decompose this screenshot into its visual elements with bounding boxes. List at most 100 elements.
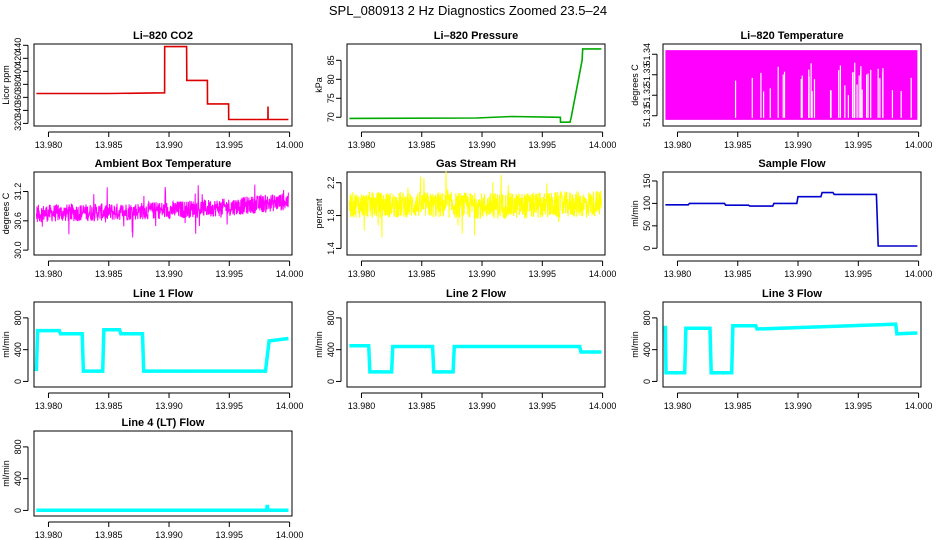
y-tick-label: 320 — [13, 116, 23, 131]
panel-title: Line 1 Flow — [133, 288, 193, 300]
plot-frame — [346, 171, 606, 256]
y-tick-label: 70 — [326, 112, 336, 122]
y-tick-label: 50 — [642, 221, 652, 231]
series-line — [35, 184, 289, 238]
series-line — [36, 45, 289, 121]
series-group — [34, 327, 289, 374]
plot-frame — [33, 430, 293, 517]
series-noise — [665, 323, 918, 375]
x-tick-label: 13.990 — [155, 269, 183, 279]
x-tick-label: 14.000 — [589, 401, 617, 411]
y-tick-label: 1.8 — [326, 209, 336, 222]
x-tick-label: 13.985 — [408, 269, 436, 279]
figure-title: SPL_080913 2 Hz Diagnostics Zoomed 23.5–… — [329, 3, 607, 18]
x-tick-label: 13.980 — [35, 269, 63, 279]
series-group — [36, 504, 289, 512]
series-group — [665, 50, 918, 120]
x-tick-label: 13.980 — [664, 140, 692, 150]
y-tick-label: 75 — [326, 93, 336, 103]
y-tick-label: 51.34 — [642, 43, 652, 66]
y-tick-label: 2.2 — [326, 176, 336, 189]
y-axis-label: degrees C — [1, 192, 11, 234]
series-noise — [37, 327, 289, 374]
panel-10: Line 4 (LT) Flow 13.980 13.985 13.990 13.995… — [1, 417, 303, 540]
y-axis-label: ml/min — [1, 460, 11, 487]
panel-7: Line 1 Flow 13.980 13.985 13.990 13.995 14.00… — [1, 288, 303, 411]
y-tick-label: 31.2 — [13, 183, 23, 201]
x-tick-label: 14.000 — [276, 401, 304, 411]
x-tick-label: 13.980 — [664, 401, 692, 411]
y-axis-label: Licor ppm — [1, 65, 11, 105]
x-tick-label: 13.980 — [348, 269, 376, 279]
panel-5: Gas Stream RH 13.980 13.985 13.990 13.995 14.… — [314, 158, 616, 279]
x-tick-label: 13.985 — [408, 140, 436, 150]
x-tick-label: 13.985 — [724, 401, 752, 411]
panel-title: Ambient Box Temperature — [95, 158, 232, 170]
x-tick-label: 14.000 — [905, 140, 933, 150]
plot-frame — [662, 301, 922, 388]
x-tick-label: 13.995 — [845, 269, 873, 279]
series-line — [349, 48, 602, 123]
y-tick-label: 51.31 — [642, 104, 652, 127]
plot-frame — [33, 43, 293, 127]
x-tick-label: 13.985 — [95, 140, 123, 150]
x-tick-label: 13.995 — [529, 269, 557, 279]
panel-title: Gas Stream RH — [436, 158, 516, 170]
x-tick-label: 13.995 — [845, 140, 873, 150]
x-tick-label: 13.980 — [35, 140, 63, 150]
y-tick-label: 800 — [326, 310, 336, 325]
y-tick-label: 0 — [13, 379, 23, 384]
panel-title: Line 4 (LT) Flow — [122, 417, 205, 429]
x-tick-label: 13.980 — [664, 269, 692, 279]
series-line — [349, 343, 602, 374]
panel-9: Line 3 Flow 13.980 13.985 13.990 13.995 14.00… — [630, 288, 932, 411]
panel-4: Ambient Box Temperature 13.980 13.985 13.99… — [1, 158, 303, 279]
x-tick-label: 13.990 — [468, 140, 496, 150]
x-tick-label: 13.995 — [216, 401, 244, 411]
x-tick-label: 13.985 — [95, 269, 123, 279]
y-tick-label: 400 — [13, 342, 23, 357]
panel-6: Sample Flow 13.980 13.985 13.990 13.995 14.00… — [630, 158, 932, 279]
series-group — [349, 343, 602, 375]
panel-1: Li–820 CO2 13.980 13.985 13.990 13.995 14.000… — [1, 30, 303, 150]
y-tick-label: 30.6 — [13, 212, 23, 230]
panel-title: Sample Flow — [758, 158, 826, 170]
series-group — [35, 184, 289, 238]
x-tick-label: 13.990 — [784, 140, 812, 150]
series-group — [348, 171, 602, 238]
y-tick-label: 440 — [13, 38, 23, 53]
panel-title: Li–820 Temperature — [740, 30, 843, 42]
x-tick-label: 13.980 — [35, 401, 63, 411]
panel-title: Line 3 Flow — [762, 288, 822, 300]
x-tick-label: 13.990 — [155, 140, 183, 150]
x-tick-label: 13.990 — [468, 401, 496, 411]
series-group — [665, 191, 918, 247]
series-line — [663, 322, 918, 375]
y-tick-label: 1.4 — [326, 242, 336, 255]
x-tick-label: 14.000 — [276, 140, 304, 150]
y-tick-label: 400 — [13, 64, 23, 79]
x-tick-label: 13.980 — [35, 530, 63, 540]
x-tick-label: 14.000 — [276, 530, 304, 540]
x-tick-label: 13.990 — [155, 401, 183, 411]
plot-frame — [33, 171, 293, 256]
y-tick-label: 80 — [326, 74, 336, 84]
y-axis-label: ml/min — [630, 331, 640, 358]
x-tick-label: 13.985 — [724, 269, 752, 279]
series-line — [348, 171, 602, 238]
x-tick-label: 13.980 — [348, 140, 376, 150]
y-axis-label: kPa — [314, 77, 324, 93]
x-tick-label: 14.000 — [589, 140, 617, 150]
plot-frame — [346, 301, 606, 388]
x-tick-label: 13.985 — [95, 401, 123, 411]
x-tick-label: 13.995 — [216, 269, 244, 279]
y-tick-label: 360 — [13, 90, 23, 105]
x-tick-label: 13.995 — [529, 140, 557, 150]
panel-8: Line 2 Flow 13.980 13.985 13.990 13.995 14.00… — [314, 288, 616, 411]
x-tick-label: 13.990 — [155, 530, 183, 540]
series-noise — [349, 344, 602, 375]
x-tick-label: 13.980 — [348, 401, 376, 411]
y-axis-label: ml/min — [630, 200, 640, 227]
x-tick-label: 13.990 — [468, 269, 496, 279]
